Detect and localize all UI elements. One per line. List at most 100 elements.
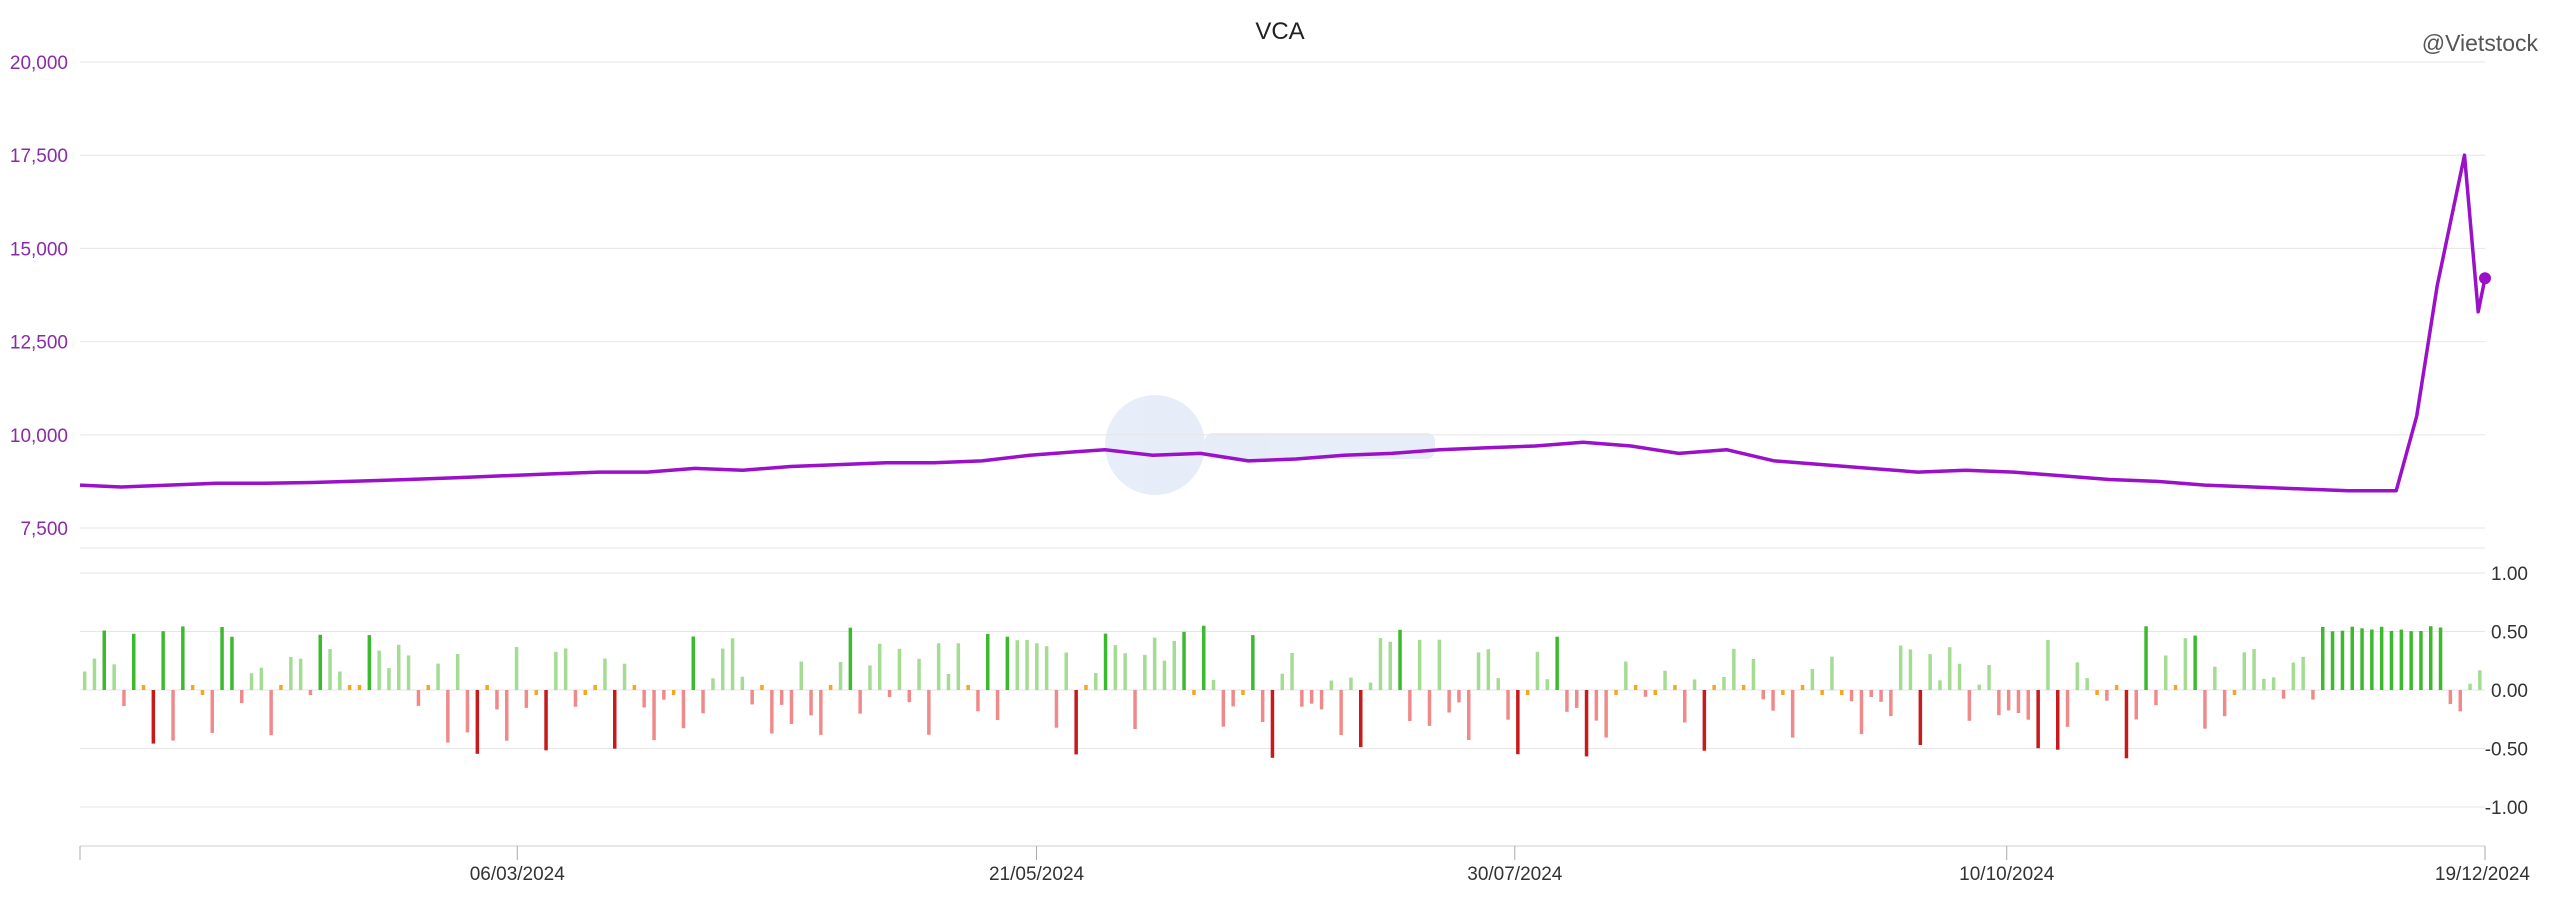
credit-text: @Vietstock — [2421, 30, 2538, 56]
change-bar — [966, 685, 970, 690]
change-bar — [1437, 639, 1442, 690]
change-tick-label: -1.00 — [2485, 798, 2528, 819]
change-bar — [1997, 690, 2001, 716]
change-bar — [2095, 690, 2099, 695]
change-bar — [387, 668, 391, 690]
change-bar — [2134, 690, 2138, 720]
change-bar — [1683, 690, 1687, 723]
change-bar — [141, 685, 146, 690]
change-bar — [1928, 654, 1932, 690]
change-bar — [2026, 690, 2030, 720]
change-bar — [828, 685, 833, 690]
change-bar — [1231, 690, 1235, 707]
change-bar — [770, 690, 774, 734]
change-bar — [701, 690, 705, 714]
change-bar — [887, 690, 892, 698]
change-bar — [426, 685, 430, 690]
change-bar — [2409, 631, 2413, 690]
change-bar — [1084, 685, 1088, 690]
change-tick-label: 0.00 — [2491, 681, 2528, 702]
change-bar — [1094, 673, 1098, 690]
change-bar — [2350, 626, 2354, 690]
change-bar — [210, 690, 214, 733]
axes: 20,000 17,500 15,000 12,500 10,000 7,500 1.00 0… — [10, 53, 2531, 885]
change-bar — [455, 654, 460, 690]
change-bar — [2389, 630, 2394, 690]
change-bar — [1879, 690, 1883, 702]
change-bar — [671, 690, 676, 695]
change-bar — [1133, 690, 1137, 730]
change-bar — [1378, 638, 1383, 690]
change-bar — [1692, 679, 1697, 690]
change-bar — [1152, 637, 1157, 690]
change-bar — [249, 673, 254, 690]
price-tick-label: 20,000 — [10, 53, 68, 74]
change-bar — [1388, 641, 1392, 690]
change-bar — [1359, 690, 1363, 748]
change-bar — [259, 667, 264, 690]
change-bar — [505, 690, 509, 741]
change-bar — [2105, 690, 2109, 701]
change-bar — [858, 690, 862, 714]
change-tick-label: -0.50 — [2485, 740, 2528, 761]
change-bar — [1604, 690, 1608, 738]
change-bar — [2006, 690, 2011, 711]
change-bar — [779, 690, 784, 705]
change-bar — [1948, 647, 1952, 690]
change-bar — [1653, 690, 1657, 695]
change-bar — [2183, 638, 2188, 690]
change-bar — [1918, 690, 1923, 745]
change-bar — [613, 690, 617, 749]
change-bar — [1624, 661, 1628, 690]
price-last-point — [2479, 272, 2491, 285]
change-bar — [946, 674, 951, 690]
change-bar — [269, 690, 273, 736]
change-bar — [1535, 651, 1540, 690]
change-bar — [220, 627, 224, 690]
change-bar — [1143, 654, 1147, 690]
change-bars — [82, 625, 2482, 759]
change-bar — [2144, 626, 2148, 690]
change-bar — [1859, 690, 1864, 735]
change-bar — [308, 690, 313, 696]
change-bar — [1025, 639, 1029, 690]
change-bar — [1015, 640, 1019, 690]
change-bar — [1486, 649, 1491, 690]
change-bar — [750, 690, 754, 705]
change-bar — [878, 643, 882, 690]
change-bar — [1319, 690, 1324, 710]
change-bar — [897, 648, 902, 690]
change-bar — [2438, 627, 2443, 690]
change-bar — [2203, 690, 2207, 729]
change-bar — [1280, 673, 1284, 690]
change-bar — [1192, 690, 1196, 695]
change-bar — [917, 658, 921, 690]
x-tick-label: 21/05/2024 — [989, 864, 1085, 885]
change-bar — [161, 631, 165, 690]
change-bar — [1575, 690, 1579, 708]
change-bar — [2193, 635, 2197, 690]
change-bar — [1005, 636, 1010, 690]
change-bar — [1761, 690, 1765, 700]
change-bar — [573, 690, 578, 707]
change-bar — [1849, 690, 1854, 702]
change-bar — [2478, 670, 2482, 690]
change-bar — [2301, 656, 2305, 690]
price-tick-label: 10,000 — [10, 426, 68, 447]
change-bar — [1368, 682, 1373, 690]
x-tick-label: 30/07/2024 — [1467, 864, 1563, 885]
change-bar — [2340, 630, 2345, 690]
change-bar — [809, 690, 813, 716]
change-bar — [927, 690, 931, 735]
change-tick-label: 0.50 — [2491, 623, 2528, 644]
change-bar — [1457, 690, 1461, 703]
change-bar — [1044, 646, 1049, 690]
change-bar — [534, 690, 538, 695]
change-bar — [1781, 690, 1785, 695]
change-bar — [1427, 690, 1432, 726]
change-bar — [2429, 626, 2433, 690]
change-bar — [632, 685, 637, 690]
change-bar — [907, 690, 911, 703]
x-tick-label: 10/10/2024 — [1959, 864, 2055, 885]
change-bar — [122, 690, 126, 707]
